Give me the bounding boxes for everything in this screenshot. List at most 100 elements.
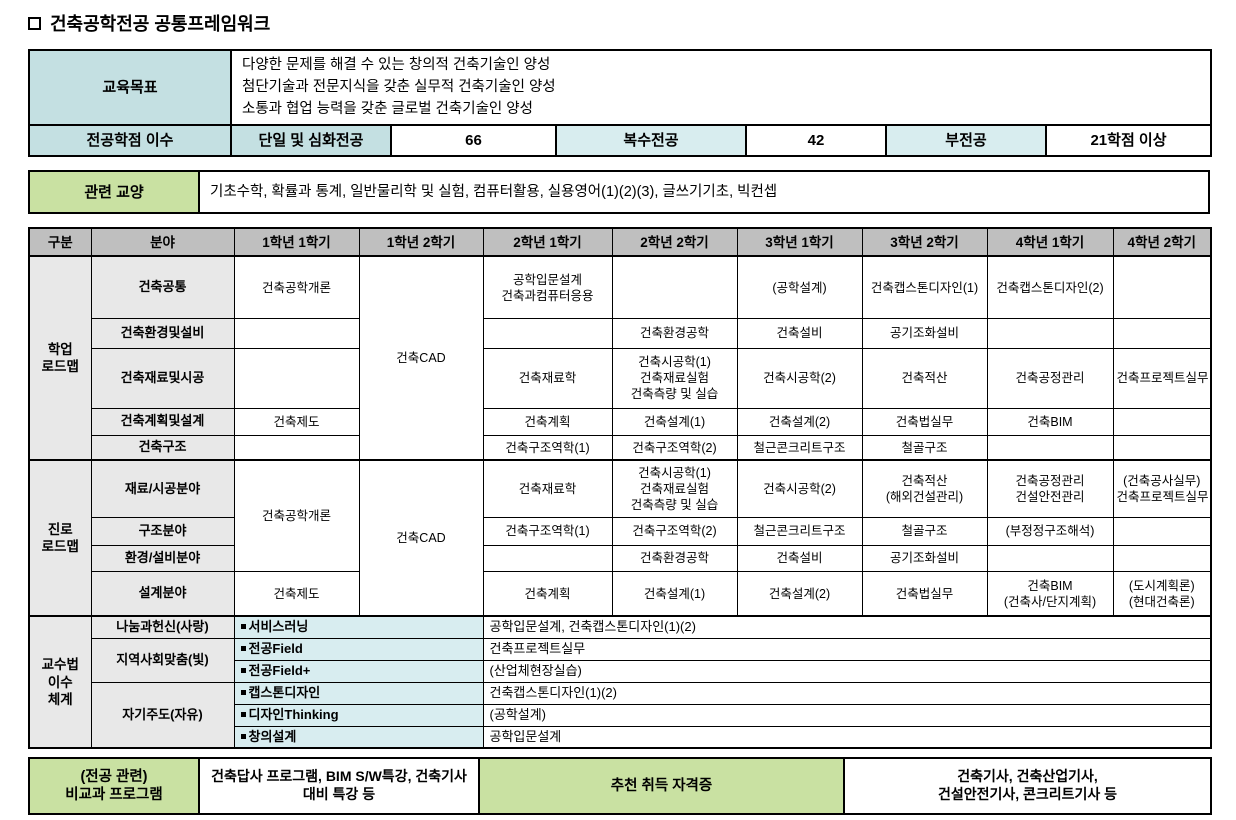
course-cell bbox=[1112, 317, 1212, 349]
field-label: 건축구조 bbox=[90, 434, 235, 461]
course-cell: 건축설계(2) bbox=[736, 570, 863, 617]
table-row: 건축재료및시공 건축재료학 건축시공학(1) 건축재료실험 건축측량 및 실습 … bbox=[29, 347, 1212, 409]
course-cell: 건축설비 bbox=[736, 544, 863, 572]
course-cell bbox=[233, 347, 360, 409]
course-cell-cad: 건축CAD bbox=[358, 255, 484, 461]
course-cell bbox=[611, 255, 738, 319]
table-row: 전공Field+ (산업체현장실습) bbox=[29, 659, 1212, 683]
course-cell bbox=[1112, 255, 1212, 319]
certificates-value: 건축기사, 건축산업기사, 건설안전기사, 콘크리트기사 등 bbox=[843, 757, 1212, 816]
course-cell: 철골구조 bbox=[861, 516, 988, 546]
column-header-y1s2: 1학년 2학기 bbox=[358, 227, 484, 258]
column-header-y2s2: 2학년 2학기 bbox=[611, 227, 738, 258]
course-cell bbox=[1112, 516, 1212, 546]
page-title-text: 건축공학전공 공통프레임워크 bbox=[50, 14, 271, 34]
field-label: 재료/시공분야 bbox=[90, 459, 235, 518]
course-cell: (도시계획론) (현대건축론) bbox=[1112, 570, 1212, 617]
pedagogy-group-label: 자기주도(자유) bbox=[90, 681, 235, 749]
related-liberal-label: 관련 교양 bbox=[28, 170, 200, 215]
table-row: 구조분야 건축구조역학(1) 건축구조역학(2) 철근콘크리트구조 철골구조 (… bbox=[29, 516, 1212, 546]
field-label: 건축공통 bbox=[90, 255, 235, 319]
course-cell: 건축재료학 bbox=[482, 459, 613, 518]
course-cell-intro: 건축공학개론 bbox=[233, 459, 360, 572]
extracurricular-value: 건축답사 프로그램, BIM S/W특강, 건축기사 대비 특강 등 bbox=[198, 757, 480, 816]
pedagogy-method: 창의설계 bbox=[233, 725, 484, 749]
double-major-label: 복수전공 bbox=[555, 124, 747, 158]
major-credits-label: 전공학점 이수 bbox=[28, 124, 232, 158]
column-header-y3s1: 3학년 1학기 bbox=[736, 227, 863, 258]
course-cell: 건축설계(2) bbox=[736, 407, 863, 436]
field-label: 건축재료및시공 bbox=[90, 347, 235, 409]
table-row: 환경/설비분야 건축환경공학 건축설비 공기조화설비 bbox=[29, 544, 1212, 572]
column-header-y3s2: 3학년 2학기 bbox=[861, 227, 988, 258]
course-cell bbox=[233, 317, 360, 349]
pedagogy-method: 서비스러닝 bbox=[233, 615, 484, 639]
square-bullet-icon bbox=[28, 16, 41, 30]
course-cell: 건축시공학(2) bbox=[736, 459, 863, 518]
course-cell: 건축법실무 bbox=[861, 570, 988, 617]
course-cell bbox=[986, 544, 1114, 572]
pedagogy-method-label: 캡스톤디자인 bbox=[248, 684, 321, 700]
minor-value: 21학점 이상 bbox=[1045, 124, 1212, 158]
course-cell: 건축계획 bbox=[482, 570, 613, 617]
course-cell: (공학설계) bbox=[736, 255, 863, 319]
course-cell: 건축캡스톤디자인(1) bbox=[861, 255, 988, 319]
single-major-label: 단일 및 심화전공 bbox=[230, 124, 392, 158]
course-cell: 건축적산 (해외건설관리) bbox=[861, 459, 988, 518]
course-cell bbox=[1112, 434, 1212, 461]
course-cell: 건축환경공학 bbox=[611, 544, 738, 572]
course-cell: (건축공사실무) 건축프로젝트실무 bbox=[1112, 459, 1212, 518]
field-label: 환경/설비분야 bbox=[90, 544, 235, 572]
curriculum-roadmap-table: 구분 분야 1학년 1학기 1학년 2학기 2학년 1학기 2학년 2학기 3학… bbox=[28, 227, 1212, 750]
column-header-y4s2: 4학년 2학기 bbox=[1112, 227, 1212, 258]
square-bullet-icon bbox=[240, 689, 246, 695]
table-row: 교수법 이수 체계 나눔과헌신(사랑) 서비스러닝 공학입문설계, 건축캡스톤디… bbox=[28, 615, 1212, 749]
minor-label: 부전공 bbox=[885, 124, 1047, 158]
field-label: 건축계획및설계 bbox=[90, 407, 235, 436]
pedagogy-value: (산업체현장실습) bbox=[482, 659, 1212, 683]
single-major-value: 66 bbox=[390, 124, 557, 158]
table-row: 창의설계 공학입문설계 bbox=[29, 725, 1212, 749]
course-cell: 건축BIM (건축사/단지계획) bbox=[986, 570, 1114, 617]
course-cell: 건축시공학(1) 건축재료실험 건축측량 및 실습 bbox=[611, 459, 738, 518]
column-header-gubun: 구분 bbox=[28, 227, 92, 258]
pedagogy-value: 공학입문설계, 건축캡스톤디자인(1)(2) bbox=[482, 615, 1212, 639]
course-cell bbox=[1112, 407, 1212, 436]
course-cell bbox=[986, 317, 1114, 349]
section-label-career: 진로 로드맵 bbox=[28, 459, 92, 617]
course-cell bbox=[986, 434, 1114, 461]
field-label: 건축환경및설비 bbox=[90, 317, 235, 349]
column-header-field: 분야 bbox=[90, 227, 235, 258]
course-cell: 건축적산 bbox=[861, 347, 988, 409]
course-cell: 건축공정관리 건설안전관리 bbox=[986, 459, 1114, 518]
table-row: 자기주도(자유) 캡스톤디자인 건축캡스톤디자인(1)(2) bbox=[29, 681, 1212, 749]
pedagogy-value: (공학설계) bbox=[482, 703, 1212, 727]
pedagogy-method-label: 전공Field bbox=[248, 640, 303, 656]
table-row: 설계분야 건축제도 건축계획 건축설계(1) 건축설계(2) 건축법실무 건축B… bbox=[29, 570, 1212, 617]
pedagogy-group-label: 지역사회맞춤(빛) bbox=[90, 637, 235, 683]
header-row: 구분 분야 1학년 1학기 1학년 2학기 2학년 1학기 2학년 2학기 3학… bbox=[28, 227, 1212, 258]
course-cell: 건축구조역학(2) bbox=[611, 516, 738, 546]
course-cell: 철근콘크리트구조 bbox=[736, 516, 863, 546]
table-row: 건축구조 건축구조역학(1) 건축구조역학(2) 철근콘크리트구조 철골구조 bbox=[29, 434, 1212, 461]
double-major-value: 42 bbox=[745, 124, 887, 158]
course-cell: 건축환경공학 bbox=[611, 317, 738, 349]
table-row: 진로 로드맵 재료/시공분야 건축공학개론 건축CAD 건축재료학 건축시공학(… bbox=[28, 459, 1212, 617]
table-row: 건축계획및설계 건축제도 건축계획 건축설계(1) 건축설계(2) 건축법실무 … bbox=[29, 407, 1212, 436]
course-cell: 건축구조역학(2) bbox=[611, 434, 738, 461]
course-cell: 건축공정관리 bbox=[986, 347, 1114, 409]
course-cell: 건축법실무 bbox=[861, 407, 988, 436]
pedagogy-group-label: 나눔과헌신(사랑) bbox=[90, 615, 235, 639]
course-cell: 건축시공학(1) 건축재료실험 건축측량 및 실습 bbox=[611, 347, 738, 409]
pedagogy-method-label: 서비스러닝 bbox=[248, 619, 309, 635]
course-cell: 건축캡스톤디자인(2) bbox=[986, 255, 1114, 319]
course-cell: 건축공학개론 bbox=[233, 255, 360, 319]
square-bullet-icon bbox=[240, 667, 246, 673]
pedagogy-method: 캡스톤디자인 bbox=[233, 681, 484, 705]
square-bullet-icon bbox=[240, 711, 246, 717]
pedagogy-method-label: 전공Field+ bbox=[248, 662, 311, 678]
course-cell bbox=[482, 544, 613, 572]
course-cell: 건축제도 bbox=[233, 407, 360, 436]
course-cell: 건축설비 bbox=[736, 317, 863, 349]
course-cell: 건축시공학(2) bbox=[736, 347, 863, 409]
